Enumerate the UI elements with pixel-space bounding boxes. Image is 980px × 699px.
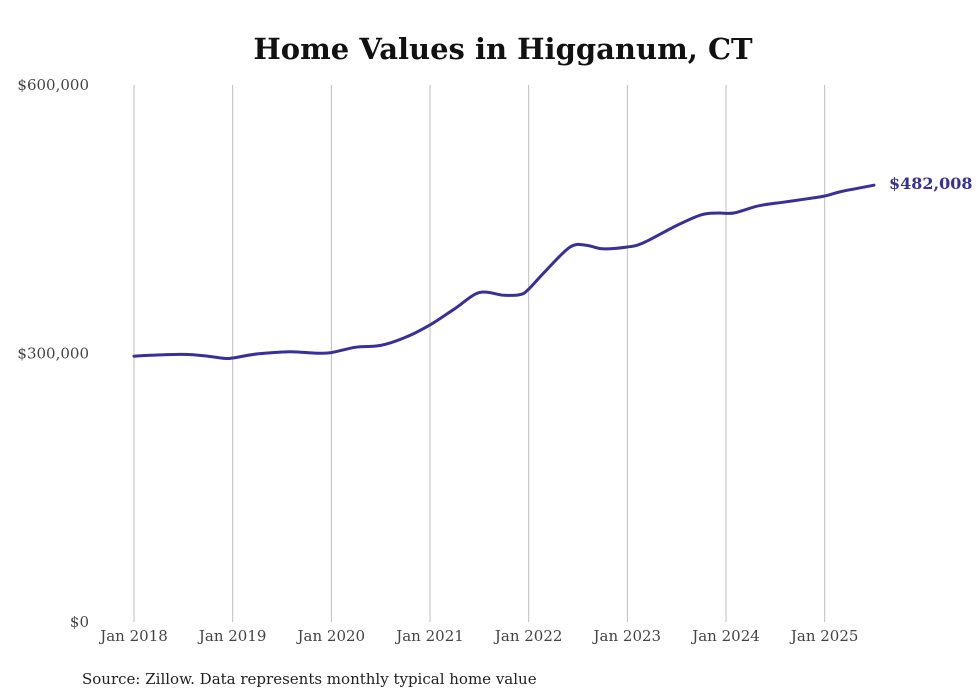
y-tick-label: $600,000 (17, 76, 89, 94)
y-axis-ticks: $0 $300,000 $600,000 (17, 76, 89, 631)
chart-title: Home Values in Higganum, CT (253, 32, 753, 66)
end-value-label: $482,008 (889, 174, 973, 193)
vertical-gridlines (133, 85, 826, 622)
y-tick-label: $300,000 (17, 345, 89, 363)
series-lines (132, 183, 876, 361)
source-note: Source: Zillow. Data represents monthly … (82, 670, 537, 688)
x-tick-label: Jan 2021 (394, 627, 464, 645)
y-tick-label: $0 (70, 613, 89, 631)
x-tick-label: Jan 2025 (789, 627, 859, 645)
x-tick-label: Jan 2023 (592, 627, 662, 645)
x-axis-ticks: Jan 2018 Jan 2019 Jan 2020 Jan 2021 Jan 2022… (98, 627, 858, 645)
x-tick-label: Jan 2018 (98, 627, 168, 645)
series-line (132, 183, 876, 361)
x-tick-label: Jan 2020 (296, 627, 366, 645)
x-tick-label: Jan 2019 (197, 627, 267, 645)
x-tick-label: Jan 2022 (493, 627, 563, 645)
x-tick-label: Jan 2024 (690, 627, 760, 645)
